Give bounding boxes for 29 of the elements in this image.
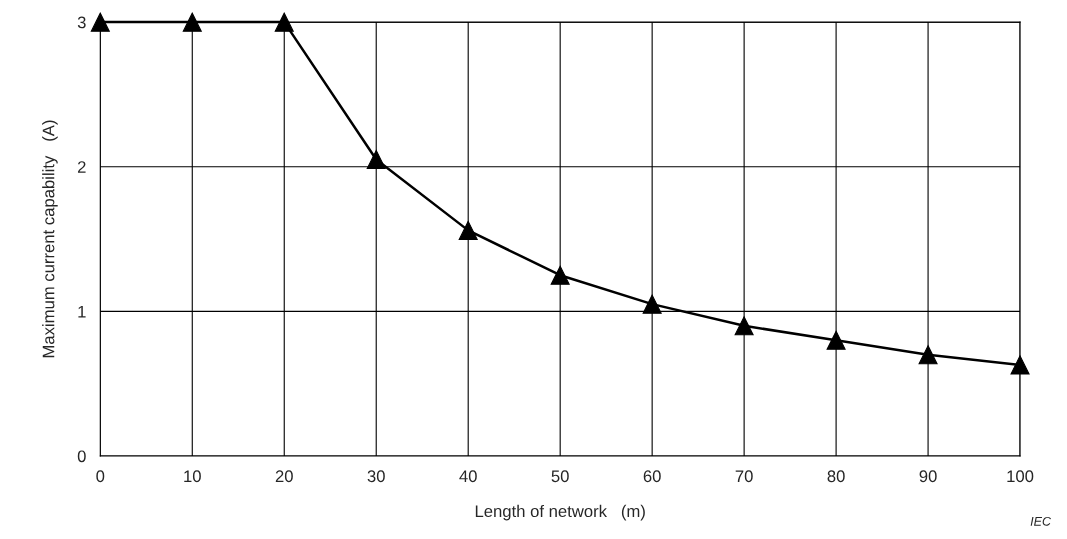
point (642, 294, 662, 314)
x-tick-label: 30 (367, 470, 385, 483)
y-tick-label: 1 (78, 305, 86, 318)
point (1010, 355, 1030, 375)
x-tick-label: 70 (735, 470, 753, 483)
x-tick-label: 10 (184, 470, 201, 483)
point (550, 265, 570, 285)
text: IEC (1030, 516, 1052, 526)
x-tick-label: 80 (827, 470, 845, 483)
y-tick-label: 3 (77, 16, 86, 29)
point (90, 12, 110, 32)
x-tick-label: 40 (459, 470, 477, 483)
point (918, 345, 938, 365)
point (274, 12, 294, 32)
y-tick-label: 2 (77, 161, 86, 173)
x-tick-label: 60 (643, 470, 661, 483)
point (734, 316, 754, 336)
point (366, 149, 386, 170)
y-axis-title: Maximum current capability (A) (42, 120, 58, 358)
y-tick-label: 0 (77, 450, 86, 463)
x-tick-label: 0 (96, 470, 105, 483)
point (458, 220, 478, 240)
point (182, 12, 202, 32)
x-tick-label: 50 (551, 470, 569, 483)
x-axis-title: Length of network (m) (475, 504, 645, 521)
x-tick-label: 100 (1007, 470, 1034, 483)
x-tick-label: 20 (275, 470, 293, 483)
x-tick-label: 90 (919, 470, 937, 483)
point (826, 330, 846, 350)
